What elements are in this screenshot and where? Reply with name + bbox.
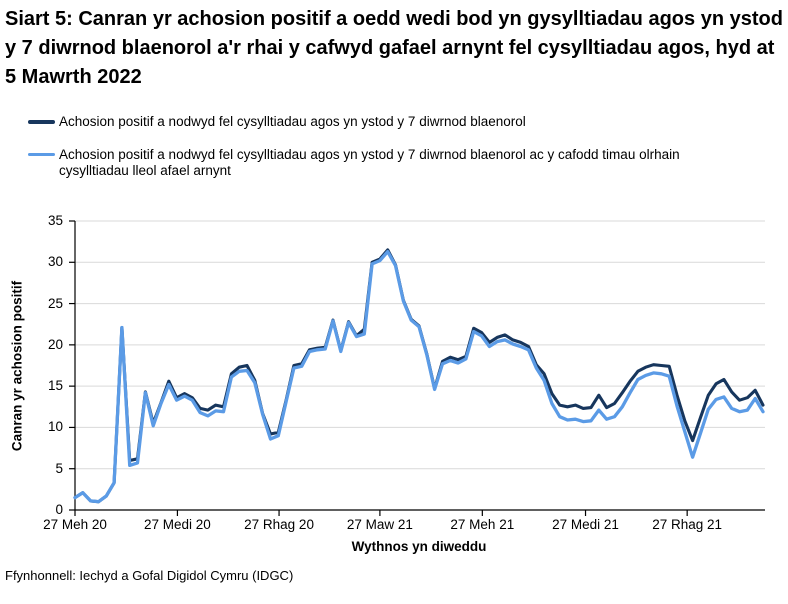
x-tick-label-6: 27 Rhag 21 bbox=[652, 517, 723, 532]
series-line-0 bbox=[73, 248, 765, 504]
y-tick-label-30: 30 bbox=[47, 254, 63, 270]
legend-item-reached-contacts: Achosion positif a nodwyd fel cysylltiad… bbox=[28, 147, 714, 180]
x-tick-label-4: 27 Meh 21 bbox=[450, 517, 515, 532]
x-tick-label-2: 27 Rhag 20 bbox=[244, 517, 314, 532]
y-tick-label-20: 20 bbox=[47, 336, 63, 352]
y-tick-label-5: 5 bbox=[55, 460, 63, 476]
x-axis-title: Wythnos yn diweddu bbox=[351, 539, 487, 554]
y-tick-label-10: 10 bbox=[47, 419, 63, 435]
legend-label-reached-contacts: Achosion positif a nodwyd fel cysylltiad… bbox=[59, 146, 680, 179]
y-axis-title: Canran yr achosion positif bbox=[9, 280, 25, 452]
legend: Achosion positif a nodwyd fel cysylltiad… bbox=[28, 114, 714, 180]
x-tick-label-0: 27 Meh 20 bbox=[43, 517, 107, 532]
y-tick-label-0: 0 bbox=[55, 502, 63, 517]
source-note: Ffynhonnell: Iechyd a Gofal Digidol Cymr… bbox=[5, 568, 294, 583]
legend-line-swatch-light-blue bbox=[28, 152, 55, 156]
legend-item-identified-contacts: Achosion positif a nodwyd fel cysylltiad… bbox=[28, 114, 714, 131]
y-tick-label-15: 15 bbox=[47, 378, 63, 394]
x-tick-label-1: 27 Medi 20 bbox=[144, 517, 211, 532]
legend-line-swatch-dark-blue bbox=[28, 120, 55, 124]
y-tick-label-35: 35 bbox=[47, 213, 63, 228]
legend-label-identified-contacts: Achosion positif a nodwyd fel cysylltiad… bbox=[59, 114, 526, 129]
x-tick-label-5: 27 Medi 21 bbox=[552, 517, 619, 532]
series-line-1 bbox=[73, 249, 765, 504]
x-tick-label-3: 27 Maw 21 bbox=[346, 517, 413, 532]
chart-title: Siart 5: Canran yr achosion positif a oe… bbox=[5, 8, 783, 88]
y-tick-label-25: 25 bbox=[47, 295, 63, 311]
